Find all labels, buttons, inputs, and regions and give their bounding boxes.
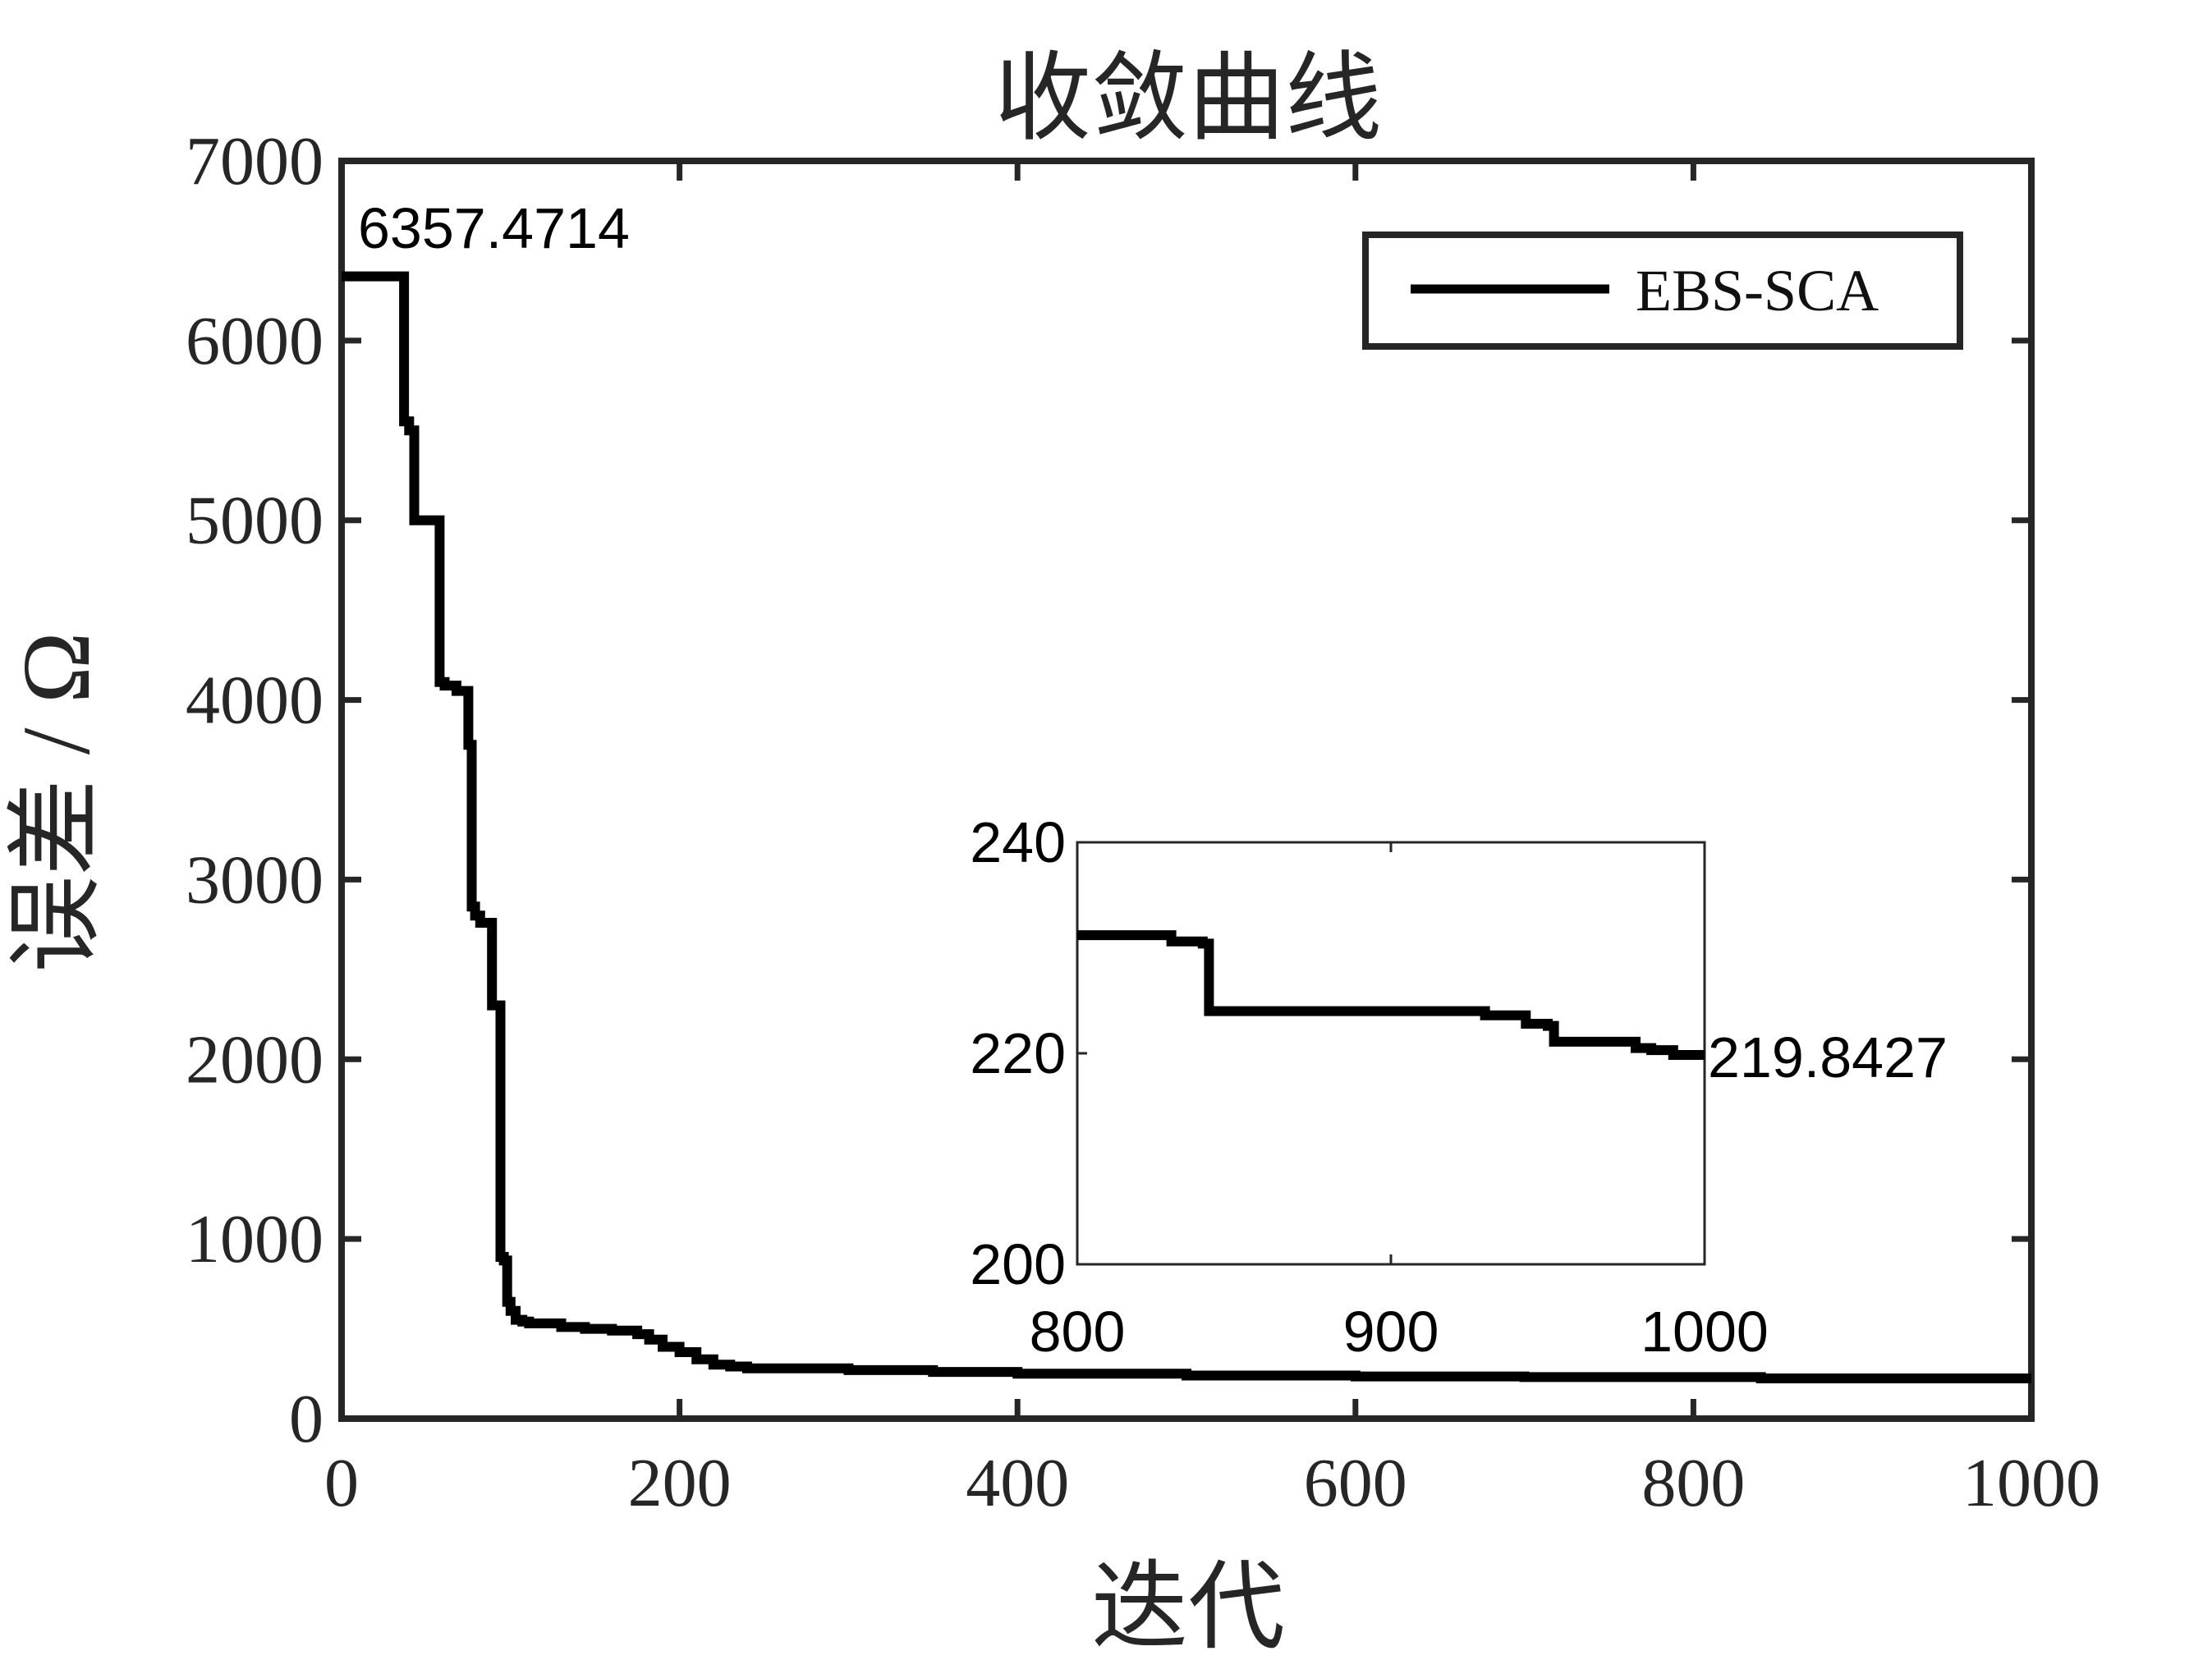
- inset-x-tick-label: 1000: [1641, 1300, 1769, 1364]
- x-tick-label: 200: [628, 1445, 732, 1521]
- x-tick-label: 0: [324, 1445, 359, 1521]
- inset-x-tick-label: 800: [1030, 1300, 1126, 1364]
- inset-background: [1077, 842, 1705, 1264]
- y-tick-label: 1000: [186, 1201, 324, 1277]
- inset-series-line-ebs-sca: [1077, 930, 1705, 1060]
- y-axis-title: 误差 / Ω: [2, 631, 110, 972]
- x-tick-label: 800: [1641, 1445, 1745, 1521]
- y-tick-label: 6000: [186, 303, 324, 379]
- inset-y-tick-label: 240: [970, 810, 1066, 874]
- annotation-start-value: 6357.4714: [358, 196, 630, 260]
- y-tick-label: 2000: [186, 1021, 324, 1098]
- x-tick-label: 1000: [1962, 1445, 2100, 1521]
- inset-series-layer: [1077, 930, 1705, 1060]
- legend-box: [1362, 232, 1963, 350]
- y-tick-label: 3000: [186, 841, 324, 918]
- y-tick-label: 5000: [186, 483, 324, 559]
- main-series-layer: [342, 271, 2031, 1383]
- inset-axes: 800 900 1000 200 220 240: [970, 810, 1769, 1364]
- y-tick-label: 0: [289, 1381, 324, 1457]
- annotation-end-value: 219.8427: [1708, 1025, 1948, 1089]
- legend-label-ebs-sca: EBS-SCA: [1636, 258, 1879, 323]
- legend: EBS-SCA: [1362, 232, 1963, 350]
- chart-title: 收敛曲线: [994, 45, 1382, 153]
- series-line-ebs-sca: [342, 271, 2031, 1383]
- x-axis-title: 迭代: [1091, 1554, 1285, 1660]
- x-tick-label: 400: [966, 1445, 1069, 1521]
- inset-x-tick-label: 900: [1343, 1300, 1439, 1364]
- main-axes: 0 200 400 600 800 1000 0 1000 2000 3000 4000 5000 60…: [186, 123, 2100, 1521]
- y-tick-label: 4000: [186, 663, 324, 739]
- inset-y-tick-label: 220: [970, 1021, 1066, 1085]
- x-tick-label: 600: [1304, 1445, 1407, 1521]
- inset-y-tick-label: 200: [970, 1232, 1066, 1296]
- plot-frame: [338, 158, 2035, 1422]
- y-tick-label: 7000: [186, 123, 324, 199]
